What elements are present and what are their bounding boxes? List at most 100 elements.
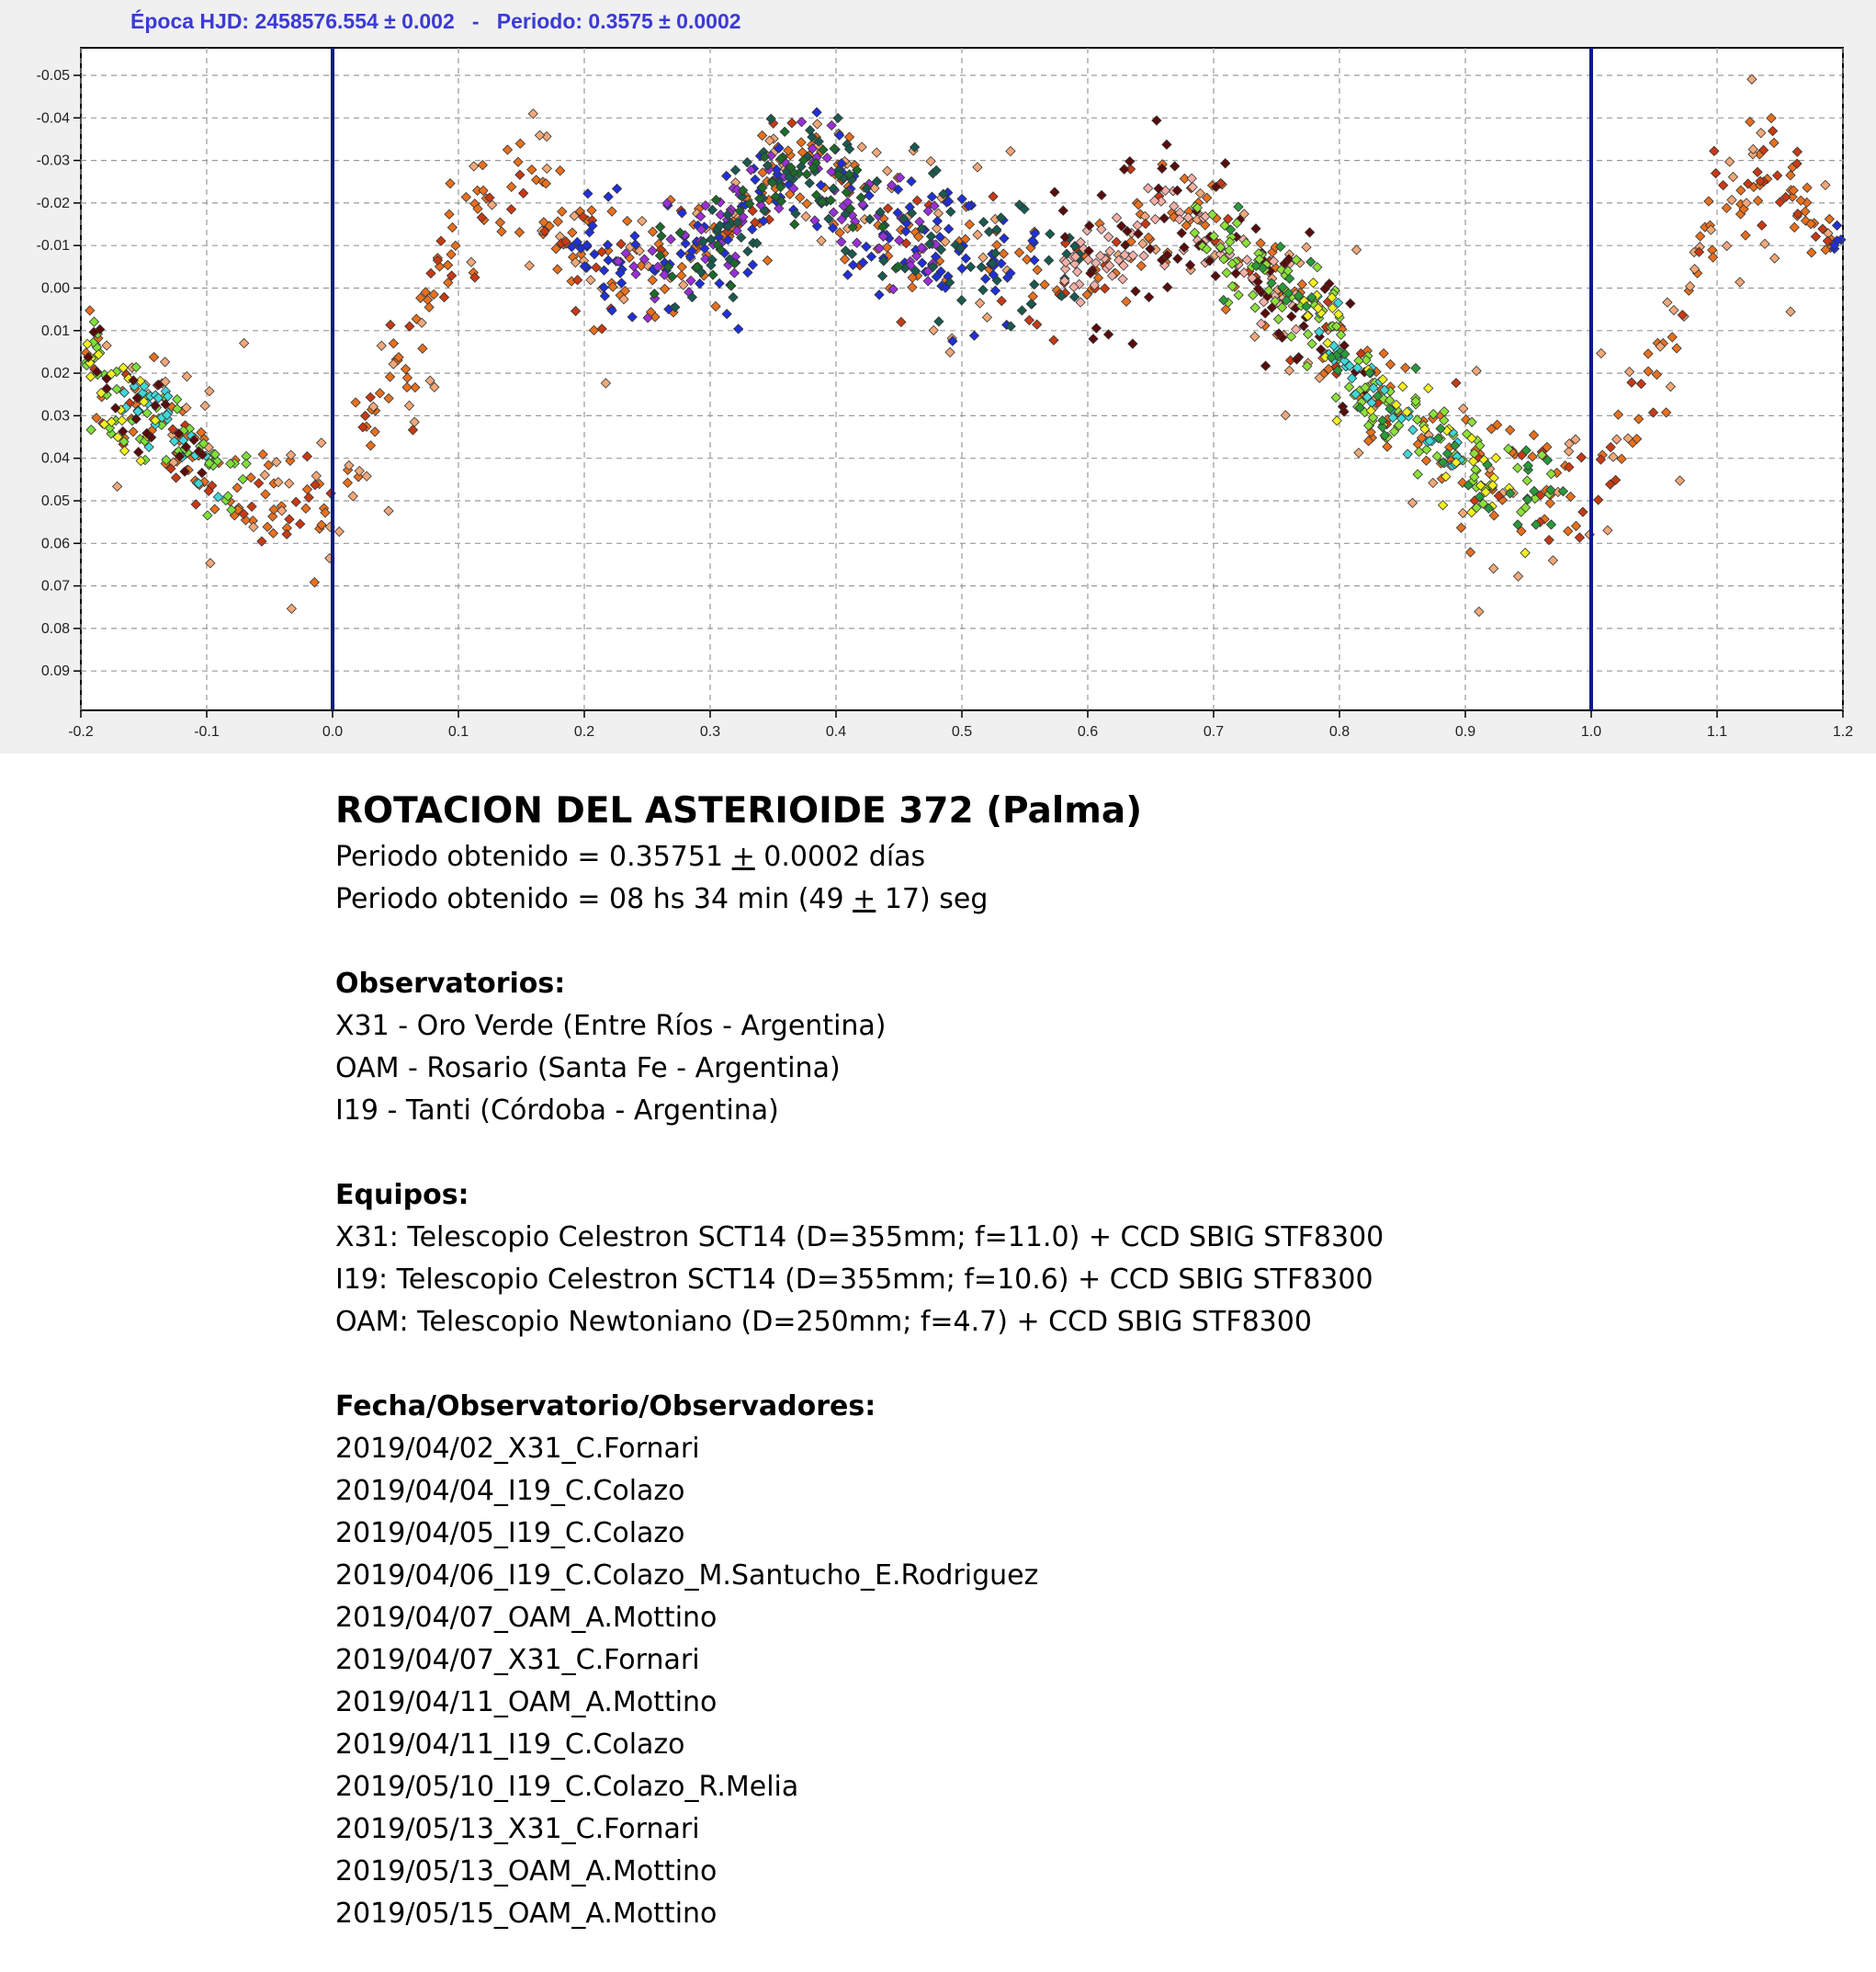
data-point (675, 248, 686, 259)
data-point (1643, 366, 1654, 377)
data-point (209, 448, 220, 460)
data-point (347, 491, 358, 502)
data-point (1439, 414, 1450, 426)
data-point (153, 392, 164, 403)
period-hms-post: 17) seg (876, 883, 989, 915)
data-point (762, 160, 774, 171)
data-point (1022, 254, 1033, 266)
data-point (710, 194, 722, 206)
data-point (656, 231, 667, 242)
data-point (174, 450, 186, 462)
data-point (654, 221, 666, 232)
data-point (745, 164, 757, 176)
data-point (1705, 224, 1716, 235)
data-point (926, 191, 938, 202)
data-point (1810, 231, 1822, 243)
y-tick-label: -0.05 (37, 68, 71, 84)
data-point (1437, 500, 1449, 511)
data-point (825, 195, 836, 206)
data-point (1298, 321, 1309, 332)
data-point (1250, 223, 1261, 234)
data-point (1545, 519, 1557, 530)
data-point (450, 240, 461, 252)
data-point (620, 248, 631, 259)
data-point (877, 221, 888, 232)
data-point (1029, 255, 1040, 266)
data-point (1455, 522, 1467, 533)
data-point (1119, 164, 1130, 175)
data-point (887, 179, 898, 191)
session-item: 2019/04/07_X31_C.Fornari (335, 1644, 700, 1676)
data-point (1224, 244, 1235, 256)
data-point (1331, 321, 1342, 332)
data-point (1414, 446, 1425, 458)
data-point (1520, 502, 1531, 513)
data-point (357, 422, 368, 433)
data-point (1384, 358, 1396, 370)
data-point (96, 388, 107, 399)
data-point (1424, 436, 1435, 447)
data-point (913, 232, 924, 243)
data-point (557, 206, 568, 217)
data-point (956, 295, 967, 306)
data-point (1143, 232, 1154, 244)
data-point (1268, 255, 1280, 266)
data-point (285, 449, 297, 460)
equipment-heading: Equipos: (335, 1179, 469, 1211)
data-point (1068, 291, 1080, 302)
data-point (1302, 311, 1314, 322)
data-point (987, 258, 998, 269)
report: ROTACION DEL ASTERIOIDE 372 (Palma) Peri… (335, 787, 1842, 1935)
data-point (676, 208, 687, 219)
data-point (1273, 328, 1284, 339)
data-point (1179, 242, 1190, 253)
data-point (1384, 394, 1396, 406)
data-point (1327, 302, 1339, 313)
data-point (1805, 219, 1816, 230)
data-point (1785, 306, 1796, 317)
data-point (1522, 460, 1533, 471)
data-point (91, 413, 102, 424)
data-point (943, 223, 955, 234)
data-point (1576, 452, 1588, 463)
data-point (676, 270, 687, 281)
data-point (666, 271, 678, 282)
sessions-heading: Fecha/Observatorio/Observadores: (335, 1390, 876, 1422)
data-point (935, 266, 946, 278)
data-point (811, 189, 822, 201)
data-point (1488, 510, 1499, 521)
data-point (811, 119, 823, 130)
data-point (1019, 203, 1030, 215)
data-point (829, 143, 840, 154)
data-point (1241, 255, 1253, 266)
data-point (1353, 355, 1364, 367)
data-point (476, 211, 488, 223)
data-point (1252, 283, 1264, 295)
data-point (281, 528, 292, 540)
data-point (878, 255, 889, 266)
data-point (1059, 275, 1070, 287)
data-point (1161, 139, 1172, 150)
data-point (1379, 430, 1390, 441)
data-point (197, 449, 208, 460)
data-point (1616, 453, 1627, 465)
data-point (1221, 267, 1232, 278)
data-point (983, 226, 995, 237)
data-point (181, 402, 192, 414)
data-point (496, 226, 507, 237)
data-point (241, 450, 252, 462)
data-point (627, 312, 638, 323)
data-point (753, 193, 765, 204)
data-point (286, 603, 298, 615)
data-point (1563, 526, 1574, 537)
data-point (1083, 245, 1094, 256)
y-tick-label: 0.05 (41, 493, 70, 509)
data-point (170, 472, 182, 483)
data-point (788, 183, 799, 194)
data-point (978, 217, 989, 228)
data-point (661, 198, 672, 209)
data-point (1402, 448, 1413, 459)
data-point (1291, 354, 1303, 365)
data-point (135, 376, 146, 387)
y-tick-label: -0.04 (37, 110, 71, 126)
